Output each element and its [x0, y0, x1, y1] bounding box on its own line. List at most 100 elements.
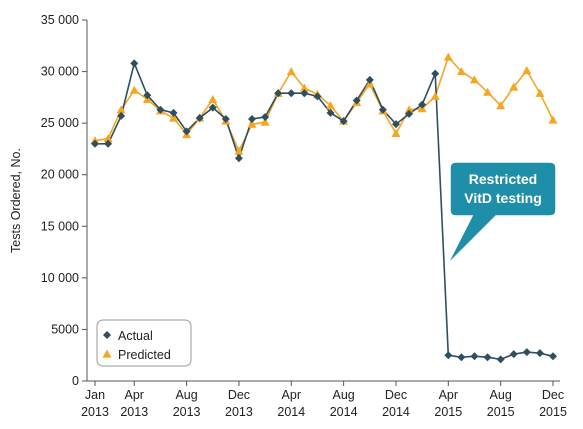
x-tick-label-month: Dec: [228, 388, 250, 402]
point-actual: [509, 350, 518, 359]
point-actual: [300, 89, 309, 98]
y-tick-label: 25 000: [41, 116, 79, 130]
point-actual: [535, 349, 544, 358]
point-predicted: [391, 128, 401, 138]
x-tick-label-month: Jan: [85, 388, 105, 402]
point-actual: [169, 108, 178, 117]
legend-marker-predicted: [102, 349, 112, 358]
point-predicted: [469, 75, 479, 84]
point-actual: [405, 109, 414, 118]
point-predicted: [443, 52, 453, 61]
point-predicted: [326, 101, 336, 110]
x-tick-label-year: 2013: [81, 405, 109, 419]
point-actual: [91, 139, 99, 148]
point-actual: [391, 120, 400, 129]
y-tick-label: 35 000: [41, 13, 79, 27]
point-predicted: [247, 119, 257, 128]
point-actual: [378, 105, 387, 114]
point-actual: [195, 113, 204, 122]
point-predicted: [404, 105, 414, 114]
point-predicted: [116, 105, 126, 114]
y-tick-label: 15 000: [41, 219, 79, 233]
x-tick-label-year: 2015: [539, 405, 567, 419]
y-axis-label: Tests Ordered, No.: [9, 148, 23, 253]
point-predicted: [535, 88, 545, 97]
point-predicted: [208, 94, 218, 104]
x-tick-label-year: 2014: [382, 405, 410, 419]
x-tick-label-month: Dec: [542, 388, 564, 402]
point-predicted: [129, 85, 139, 94]
x-tick-label-month: Apr: [125, 388, 144, 402]
x-tick-label-month: Apr: [439, 388, 458, 402]
legend-label-predicted: Predicted: [118, 348, 171, 362]
point-actual: [182, 127, 191, 136]
point-actual: [549, 352, 557, 361]
legend-marker-actual: [103, 331, 111, 339]
point-actual: [365, 75, 374, 84]
point-predicted: [234, 146, 244, 155]
x-tick-label-year: 2014: [277, 405, 305, 419]
x-tick-label-month: Aug: [175, 388, 197, 402]
point-actual: [418, 100, 427, 109]
point-actual: [470, 352, 479, 361]
callout-line-1: Restricted: [469, 171, 537, 187]
x-tick-label-year: 2015: [434, 405, 462, 419]
point-actual: [130, 59, 139, 68]
point-actual: [457, 353, 466, 362]
point-actual: [208, 103, 217, 112]
point-predicted: [260, 117, 270, 126]
point-actual: [522, 348, 531, 357]
y-tick-label: 5000: [51, 322, 79, 336]
x-tick-label-year: 2013: [173, 405, 201, 419]
x-tick-label-year: 2013: [225, 405, 253, 419]
point-actual: [221, 115, 230, 124]
point-actual: [117, 111, 126, 120]
point-actual: [274, 89, 283, 98]
axes: 0 5000 10 000 15 000 20 000 25 000 30 000 35 00…: [41, 13, 567, 419]
callout-bubble: [446, 161, 557, 266]
point-actual: [143, 91, 152, 100]
point-predicted: [103, 134, 113, 143]
y-tick-label: 30 000: [41, 65, 79, 79]
point-actual: [483, 353, 492, 362]
point-actual: [156, 105, 165, 114]
point-predicted: [522, 66, 532, 75]
legend: Actual Predicted: [96, 319, 192, 367]
point-predicted: [548, 115, 558, 124]
y-tick-label: 20 000: [41, 168, 79, 182]
point-predicted: [456, 67, 466, 76]
x-tick-label-month: Apr: [282, 388, 301, 402]
point-predicted: [169, 113, 179, 122]
x-tick-label-year: 2015: [487, 405, 515, 419]
point-actual: [104, 139, 113, 148]
point-actual: [352, 96, 361, 105]
legend-box: [96, 319, 192, 367]
y-tick-label: 10 000: [41, 271, 79, 285]
annotation-callout: Restricted VitD testing: [446, 161, 557, 266]
point-actual: [496, 355, 505, 364]
point-predicted: [483, 87, 493, 96]
point-actual: [261, 112, 270, 121]
point-actual: [339, 117, 348, 126]
legend-label-actual: Actual: [118, 329, 153, 343]
point-actual: [248, 115, 257, 124]
y-tick-label: 0: [72, 374, 79, 388]
point-predicted: [286, 67, 296, 76]
point-actual: [287, 89, 296, 98]
point-actual: [431, 69, 440, 78]
x-tick-label-month: Aug: [333, 388, 355, 402]
legend-symbol-predicted: [102, 349, 112, 358]
point-predicted: [496, 101, 506, 110]
x-tick-label-year: 2013: [120, 405, 148, 419]
series-markers: [90, 52, 558, 364]
point-actual: [444, 351, 453, 360]
point-actual: [313, 92, 322, 101]
point-actual: [234, 154, 243, 163]
point-predicted: [299, 83, 309, 92]
point-actual: [326, 108, 335, 117]
x-tick-label-year: 2014: [330, 405, 358, 419]
legend-symbol-actual: [103, 331, 111, 339]
x-tick-label-month: Aug: [490, 388, 512, 402]
x-tick-label-month: Dec: [385, 388, 407, 402]
